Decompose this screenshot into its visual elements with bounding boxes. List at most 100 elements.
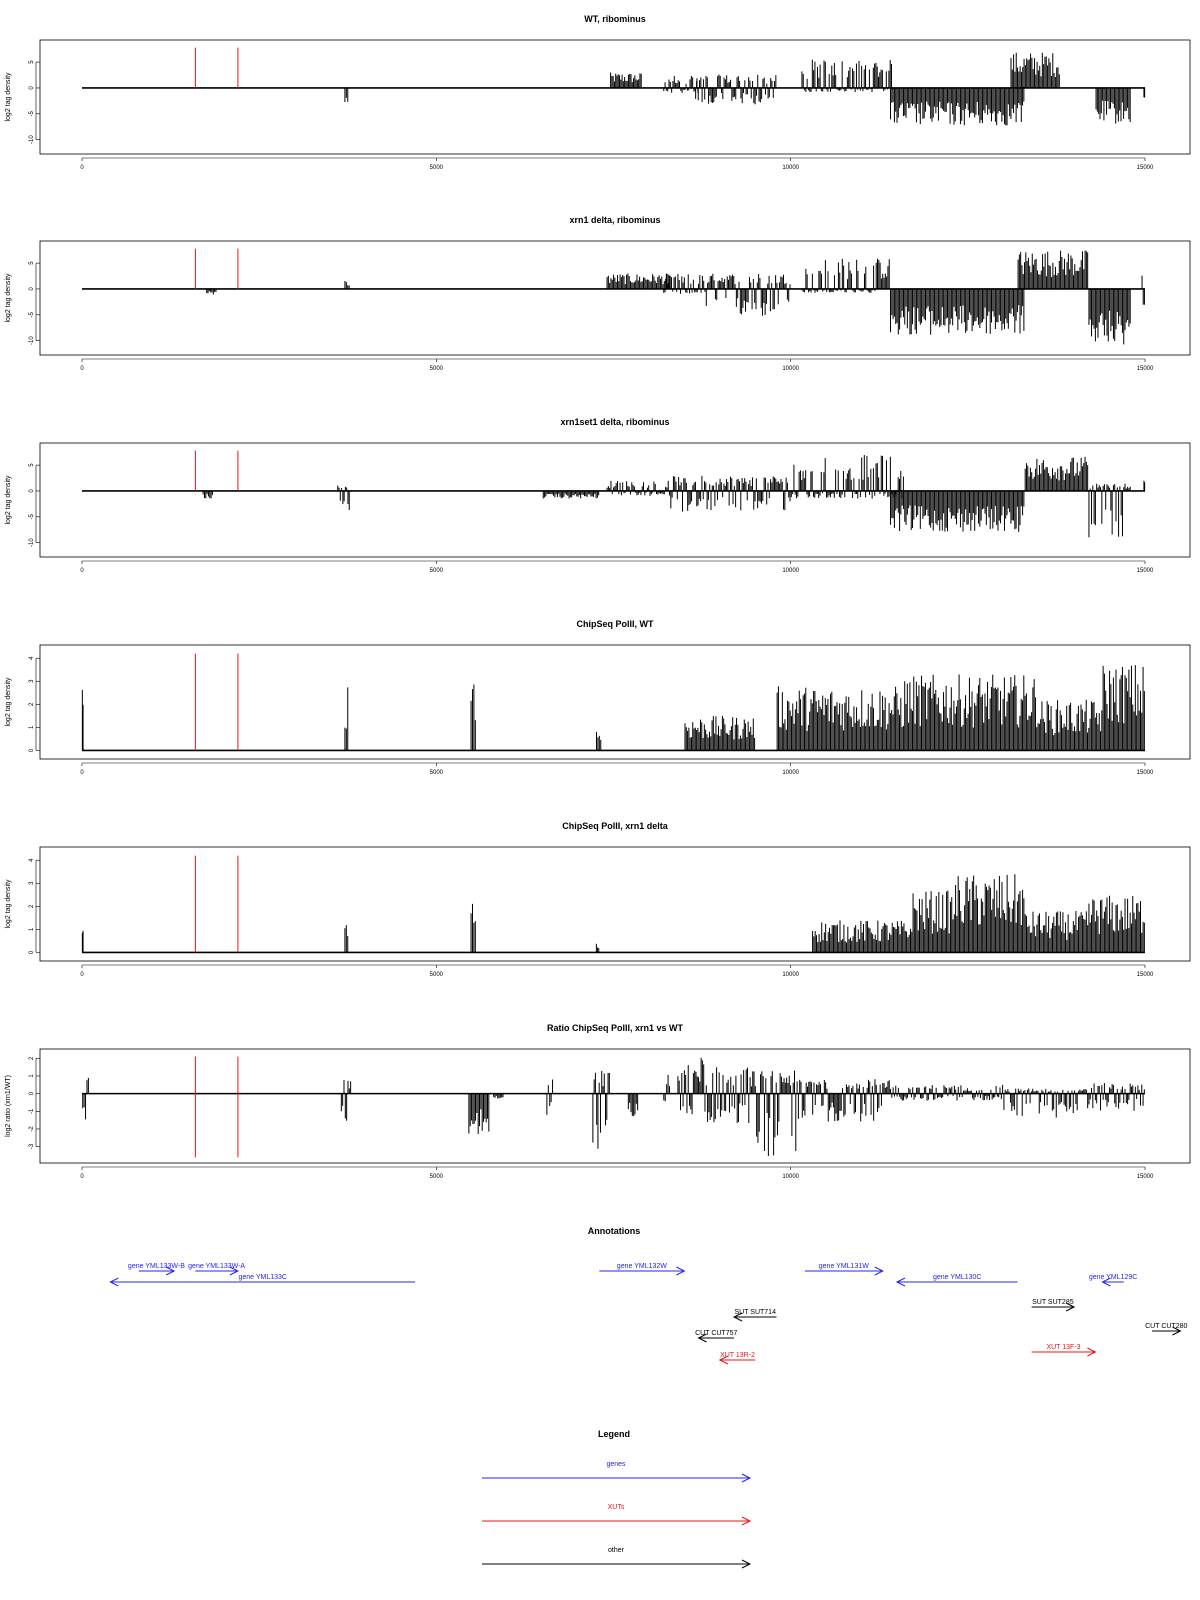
x-tick-label: 10000: [782, 972, 799, 978]
legend-items: genes XUTs other: [482, 1461, 752, 1569]
y-tick-label: 0: [29, 287, 35, 291]
y-tick-label: 1: [29, 725, 35, 729]
x-tick-label: 15000: [1137, 1174, 1154, 1180]
y-tick-label: -2: [29, 1126, 35, 1132]
y-tick-label: 1: [29, 1074, 35, 1078]
plot-frame: [39, 39, 1191, 155]
annotation-arrowhead: [895, 1277, 906, 1287]
y-tick-label: -10: [29, 538, 35, 547]
y-tick-label: 5: [29, 463, 35, 467]
annotation-label: XUT 13F-3: [1046, 1344, 1080, 1351]
y-tick-label: 4: [29, 656, 35, 660]
y-tick-label: -3: [29, 1143, 35, 1149]
y-tick-label: 2: [29, 904, 35, 908]
data-bars: [81, 874, 1145, 953]
x-tick-label: 15000: [1137, 366, 1154, 372]
y-tick-label: -5: [29, 110, 35, 116]
y-tick-label: 0: [29, 489, 35, 493]
chart-panel-3: xrn1set1 delta, ribominus -10 -5 0 5 log2 tag…: [5, 417, 1191, 574]
annotation-arrowhead: [165, 1266, 176, 1276]
annotation-arrowhead: [732, 1312, 743, 1322]
annotation-2: gene YML133W-A: [188, 1263, 245, 1276]
x-tick-label: 0: [80, 972, 84, 978]
x-tick-label: 10000: [782, 165, 799, 171]
y-tick-label: -10: [29, 135, 35, 144]
data-bars: [81, 665, 1145, 751]
chart-panel-2: xrn1 delta, ribominus -10 -5 0 5 log2 tag den…: [5, 215, 1191, 372]
x-tick-label: 5000: [430, 366, 444, 372]
y-tick-label: 5: [29, 60, 35, 64]
plot-frame: [39, 644, 1191, 760]
annotation-label: gene YML130C: [933, 1274, 982, 1281]
chart-title: xrn1 delta, ribominus: [569, 215, 660, 225]
annotation-6: gene YML130C: [895, 1274, 1018, 1287]
annotation-7: gene YML129C: [1089, 1274, 1138, 1287]
annotation-label: gene YML132W: [617, 1263, 667, 1270]
x-tick-label: 10000: [782, 1174, 799, 1180]
y-axis-label: log2 tag density: [5, 677, 12, 727]
annotation-label: gene YML129C: [1089, 1274, 1138, 1281]
legend-entry-genes: genes: [482, 1461, 752, 1483]
legend-entry-XUTs: XUTs: [482, 1504, 752, 1526]
plot-frame: [39, 1048, 1191, 1164]
chart-title: xrn1set1 delta, ribominus: [560, 417, 669, 427]
y-tick-label: -1: [29, 1108, 35, 1114]
data-bars: [202, 455, 1146, 538]
annotation-arrowhead: [676, 1266, 686, 1276]
annotation-4: gene YML132W: [599, 1263, 686, 1276]
chart-panel-1: WT, ribominus -10 -5 0 5 log2 tag density 0 500…: [5, 14, 1191, 171]
annotation-arrowhead: [1087, 1347, 1097, 1357]
annotation-11: CUT CUT280: [1145, 1323, 1187, 1336]
x-tick-label: 5000: [430, 770, 444, 776]
y-tick-label: 0: [29, 748, 35, 752]
annotation-label: CUT CUT757: [695, 1330, 737, 1337]
x-tick-label: 10000: [782, 568, 799, 574]
annotation-label: gene YML133W-B: [128, 1263, 185, 1270]
x-tick-label: 5000: [430, 568, 444, 574]
annotation-arrowhead: [1065, 1302, 1076, 1312]
annotation-5: gene YML131W: [804, 1263, 884, 1276]
y-tick-label: 0: [29, 950, 35, 954]
x-tick-label: 15000: [1137, 568, 1154, 574]
x-tick-label: 10000: [782, 366, 799, 372]
legend-entry-other: other: [482, 1547, 752, 1569]
annotation-3: gene YML133C: [109, 1274, 416, 1287]
legend-label: genes: [606, 1461, 626, 1468]
annotation-1: gene YML133W-B: [128, 1263, 185, 1276]
legend-title: Legend: [598, 1429, 630, 1439]
x-tick-label: 5000: [430, 972, 444, 978]
data-bars: [344, 52, 1146, 126]
annotation-label: SUT SUT714: [734, 1309, 776, 1316]
annotation-8: SUT SUT714: [732, 1309, 777, 1322]
x-tick-label: 0: [80, 1174, 84, 1180]
annotation-arrowhead: [109, 1277, 119, 1287]
x-tick-label: 5000: [430, 1174, 444, 1180]
data-bars: [82, 1057, 1145, 1157]
annotation-13: XUT 13F-3: [1031, 1344, 1097, 1357]
y-tick-label: 0: [29, 1091, 35, 1095]
plot-frame: [39, 240, 1191, 356]
y-tick-label: 3: [29, 881, 35, 885]
chart-title: ChipSeq PolII, xrn1 delta: [562, 821, 669, 831]
annotation-arrowhead: [1172, 1326, 1182, 1336]
x-tick-label: 0: [80, 770, 84, 776]
chart-title: ChipSeq PolII, WT: [577, 619, 654, 629]
annotation-arrowhead: [697, 1333, 707, 1343]
x-tick-label: 0: [80, 165, 84, 171]
y-tick-label: 5: [29, 261, 35, 265]
y-axis-label: log2 tag density: [5, 879, 12, 929]
y-axis-label: log2 tag density: [5, 475, 12, 525]
y-tick-label: -5: [29, 513, 35, 519]
y-tick-label: 0: [29, 86, 35, 90]
chart-panel-6: Ratio ChipSeq PolII, xrn1 vs WT -3 -2 -1 0 1 2…: [5, 1023, 1191, 1180]
legend-arrowhead: [741, 1516, 752, 1526]
y-tick-label: 1: [29, 927, 35, 931]
x-tick-label: 15000: [1137, 972, 1154, 978]
y-tick-label: 4: [29, 858, 35, 862]
chart-panel-5: ChipSeq PolII, xrn1 delta 0 1 2 3 4 log2 tag d…: [5, 821, 1191, 978]
y-tick-label: -5: [29, 311, 35, 317]
annotation-10: CUT CUT757: [695, 1330, 737, 1343]
plot-frame: [39, 846, 1191, 962]
